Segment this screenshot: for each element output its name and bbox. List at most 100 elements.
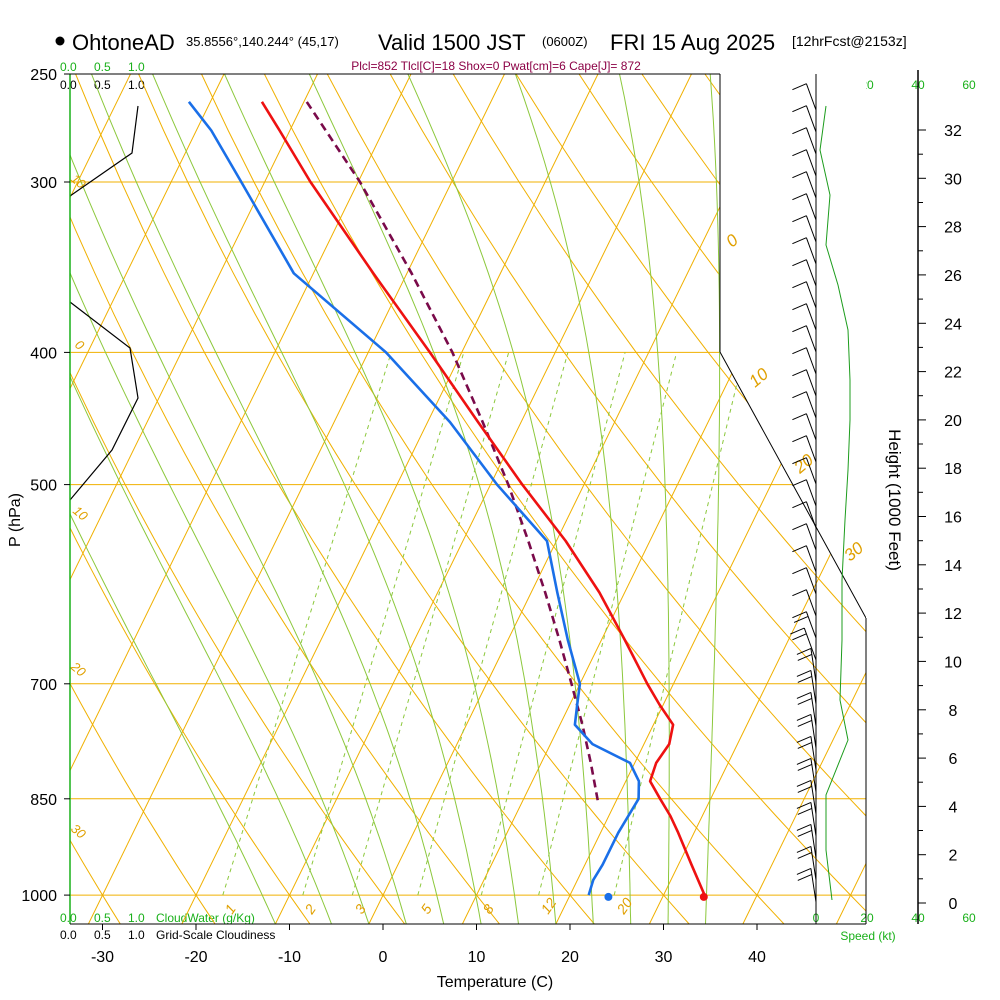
height-tick-label: 10 [944, 654, 962, 671]
wind-barb-flag [792, 369, 807, 377]
wind-barb-flag [797, 807, 812, 815]
wind-barb [805, 589, 817, 617]
wind-barb [805, 369, 817, 397]
height-tick-label: 28 [944, 220, 962, 237]
cloudiness-tick: 1.0 [128, 928, 145, 942]
cloudwater-tick: 0.0 [60, 911, 77, 925]
dry-adiabat-line [515, 74, 866, 544]
moist-adiabat-line [70, 375, 332, 924]
mixing-ratio-label: 8 [479, 901, 497, 917]
wind-barb-flag [792, 589, 807, 597]
isotherm-line [87, 74, 505, 924]
wind-barb-flag [792, 105, 807, 113]
cloudiness-tick: 0.5 [94, 928, 111, 942]
moist-adiabat-line [70, 153, 407, 924]
moist-adiabat-line [91, 74, 445, 924]
valid-time: Valid 1500 JST [378, 30, 526, 55]
cloudwater-tick: 1.0 [128, 911, 145, 925]
height-tick-label: 14 [944, 558, 962, 575]
isotherm-line [70, 74, 412, 772]
wind-barb-flag [797, 653, 812, 661]
cloudiness-tick: 0.5 [94, 78, 111, 92]
wind-barb [810, 868, 817, 903]
dry-adiabat-line [957, 74, 1000, 924]
x-tick-label: 40 [748, 949, 766, 966]
moist-adiabat-line [514, 74, 632, 924]
x-tick-label: 30 [655, 949, 673, 966]
wind-barb [805, 193, 817, 221]
wind-barb [805, 567, 817, 595]
pressure-tick-label: 1000 [21, 888, 57, 905]
moist-adiabat-line [619, 74, 670, 924]
wind-barb [805, 83, 817, 111]
profile-decorations [69, 83, 851, 903]
axes: -30 -20 -10 0 10 20 30 401000850700500400300250… [21, 67, 962, 966]
height-tick-label: 16 [944, 510, 962, 527]
wind-barb-flag [797, 785, 812, 793]
wind-barb-flag [792, 391, 807, 399]
isotherm-line [742, 671, 866, 924]
wind-barb-flag [790, 627, 805, 635]
station-bullet-icon [55, 36, 65, 46]
cloudwater-tick: 0.5 [94, 911, 111, 925]
isotherm-line [70, 74, 318, 581]
x-tick-label: 0 [379, 949, 388, 966]
height-tick-label: 0 [949, 896, 958, 913]
wind-barb-flag [797, 763, 812, 771]
wind-speed-tick: 60 [962, 911, 976, 925]
wind-barb-flag [792, 171, 807, 179]
dry-adiabat-line [70, 682, 216, 924]
moist-adiabat-line [705, 74, 721, 924]
wind-barb-flag [797, 873, 812, 881]
wind-barb [810, 648, 817, 683]
wind-barb [805, 435, 817, 463]
isotherm-line [368, 74, 786, 924]
wind-barb-flag [792, 435, 807, 443]
wind-barb-flag [792, 347, 807, 355]
wind-barb-flag [792, 413, 807, 421]
dry-adiabat-line [894, 74, 1000, 924]
isotherm-line [555, 289, 866, 924]
wind-barb-flag [796, 757, 812, 765]
wind-barb-flag [796, 867, 812, 875]
wind-speed-profile [819, 105, 851, 901]
cloudiness-tick: 0.0 [60, 928, 77, 942]
wind-barb-flag [797, 719, 812, 727]
cloudwater-tick: 0.5 [94, 60, 111, 74]
mixing-ratio-label: 12 [537, 895, 559, 917]
sounding-traces [187, 101, 708, 901]
wind-barb-flag [796, 801, 812, 809]
wind-barb [805, 457, 817, 485]
height-tick-label: 24 [944, 316, 962, 333]
wind-barb-flag [796, 823, 812, 831]
pressure-tick-label: 850 [30, 792, 57, 809]
utc-time: (0600Z) [542, 34, 588, 49]
mixing-ratio-line [538, 352, 678, 896]
wind-barb-flag [797, 697, 812, 705]
station-coords: 35.8556°,140.244° (45,17) [186, 34, 339, 49]
wind-barb-flag [792, 259, 807, 267]
wind-barb [810, 802, 817, 837]
mixing-ratio-line [351, 352, 510, 896]
wind-barb-flag [796, 647, 812, 655]
wind-barb-flag [792, 545, 807, 553]
wind-speed-tick: 20 [860, 911, 874, 925]
dry-adiabat-line [138, 74, 690, 924]
dry-adiabat-line [70, 215, 500, 924]
pressure-tick-label: 700 [30, 677, 57, 694]
wind-barb-flag [792, 479, 807, 487]
cloudiness-tick: 0.0 [60, 78, 77, 92]
wind-barb [810, 714, 817, 749]
wind-barb-flag [792, 193, 807, 201]
wind-barb [805, 479, 817, 507]
parcel-indices: Plcl=852 Tlcl[C]=18 Shox=0 Pwat[cm]=6 Ca… [351, 59, 641, 73]
wind-barb-flag [796, 845, 812, 853]
wind-barb-flag [797, 741, 812, 749]
wind-barb-flag [797, 829, 812, 837]
station-name: OhtoneAD [72, 30, 175, 55]
mixing-ratio-line [613, 352, 745, 896]
x-tick-label: -10 [278, 949, 301, 966]
valid-date: FRI 15 Aug 2025 [610, 30, 775, 55]
height-tick-label: 22 [944, 365, 962, 382]
